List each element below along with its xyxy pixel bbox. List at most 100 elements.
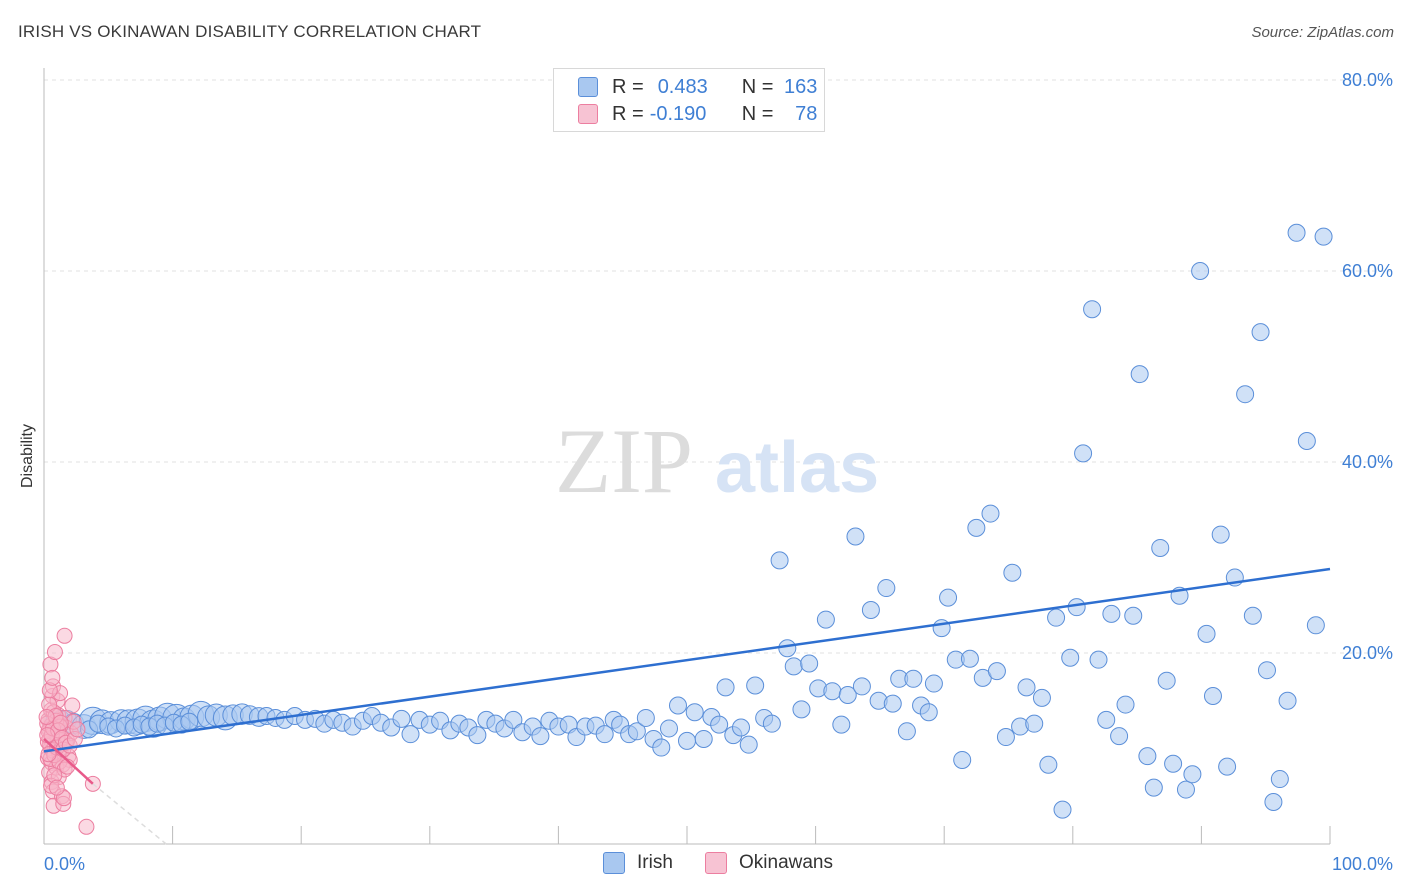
irish-point: [1203, 686, 1222, 705]
okinawan-trend-extension: [92, 783, 167, 845]
legend-irish-label: Irish: [637, 852, 673, 873]
irish-point: [823, 682, 842, 701]
x-tick-label: 0.0%: [44, 854, 85, 874]
irish-point: [838, 686, 857, 705]
irish-point: [778, 639, 797, 658]
irish-point: [1116, 695, 1135, 714]
irish-point: [883, 694, 902, 713]
stats-legend: R = 0.483 N = 163 R = -0.190 N = 78: [553, 68, 825, 132]
irish-point: [1061, 648, 1080, 667]
irish-point: [1197, 624, 1216, 643]
irish-point: [694, 729, 713, 748]
irish-point: [1097, 710, 1116, 729]
irish-point: [770, 551, 789, 570]
irish-point: [716, 678, 735, 697]
irish-point: [710, 715, 729, 734]
irish-point: [1089, 650, 1108, 669]
okinawan-point: [46, 644, 63, 661]
okinawan-n-label: N =: [741, 102, 774, 125]
irish-point: [852, 677, 871, 696]
irish-point: [746, 676, 765, 695]
irish-point: [659, 719, 678, 738]
irish-point: [392, 709, 411, 728]
irish-point: [1047, 608, 1066, 627]
okinawan-point: [44, 669, 61, 686]
irish-point: [685, 703, 704, 722]
irish-point: [1243, 606, 1262, 625]
irish-point: [1183, 765, 1202, 784]
irish-n-value: 163: [784, 75, 818, 98]
irish-point: [996, 728, 1015, 747]
irish-point: [1053, 800, 1072, 819]
irish-point: [1083, 300, 1102, 319]
irish-r-label: R =: [612, 75, 644, 98]
okinawan-point: [38, 708, 55, 725]
y-tick-label: 80.0%: [1342, 70, 1393, 90]
legend-row-irish: R = 0.483 N = 163: [578, 75, 817, 99]
tick-labels: 20.0% 40.0% 60.0% 80.0% 0.0% 100.0%: [44, 70, 1393, 874]
irish-point: [1074, 444, 1093, 463]
okinawan-point: [56, 627, 73, 644]
irish-point: [531, 727, 550, 746]
irish-point: [1124, 606, 1143, 625]
irish-point: [1138, 747, 1157, 766]
irish-point: [1211, 525, 1230, 544]
irish-point: [668, 696, 687, 715]
legend-item-irish: Irish: [603, 852, 673, 874]
irish-point: [1032, 688, 1051, 707]
irish-r-value: 0.483: [657, 75, 708, 98]
irish-point: [1157, 671, 1176, 690]
source-credit: Source: ZipAtlas.com: [1251, 24, 1394, 41]
irish-point: [401, 725, 420, 744]
irish-point: [846, 527, 865, 546]
irish-point: [180, 712, 199, 731]
irish-point: [1025, 714, 1044, 733]
irish-point: [1039, 755, 1058, 774]
okinawan-point: [69, 721, 86, 738]
irish-point: [1176, 780, 1195, 799]
irish-point: [1144, 778, 1163, 797]
irish-point: [861, 601, 880, 620]
irish-point: [1191, 262, 1210, 280]
watermark-zip: ZIP: [555, 410, 693, 512]
irish-point: [981, 504, 1000, 523]
irish-point: [762, 714, 781, 733]
irish-point: [939, 588, 958, 607]
irish-trend-line: [43, 567, 1331, 753]
irish-point: [1278, 691, 1297, 710]
legend-irish-swatch: [603, 852, 625, 874]
irish-point: [1164, 754, 1183, 773]
irish-point: [1102, 604, 1121, 623]
okinawan-trend-line: [43, 738, 94, 785]
irish-point: [468, 726, 487, 745]
irish-point: [1017, 678, 1036, 697]
irish-point: [800, 654, 819, 673]
irish-point: [1003, 563, 1022, 582]
series-legend: Irish Okinawans: [0, 852, 1406, 876]
irish-point: [1251, 323, 1270, 342]
irish-point: [1067, 598, 1086, 617]
okinawan-point: [52, 714, 69, 731]
irish-point: [1218, 757, 1237, 776]
legend-okinawan-swatch: [705, 852, 727, 874]
irish-point: [960, 649, 979, 668]
irish-point: [627, 722, 646, 741]
irish-point: [904, 669, 923, 688]
irish-point: [652, 738, 671, 757]
irish-point: [1110, 727, 1129, 746]
irish-point: [816, 610, 835, 629]
okinawan-point: [48, 779, 65, 796]
irish-point: [919, 703, 938, 722]
irish-point: [1270, 770, 1289, 789]
irish-point: [732, 718, 751, 737]
irish-swatch: [578, 77, 598, 97]
irish-point: [1287, 223, 1306, 242]
irish-point: [832, 715, 851, 734]
irish-point: [636, 708, 655, 727]
irish-point: [924, 674, 943, 693]
okinawan-series: [38, 627, 101, 835]
irish-point: [987, 662, 1006, 681]
grid-lines: [44, 79, 1392, 654]
irish-point: [1306, 616, 1325, 635]
trend-lines: [43, 567, 1331, 845]
